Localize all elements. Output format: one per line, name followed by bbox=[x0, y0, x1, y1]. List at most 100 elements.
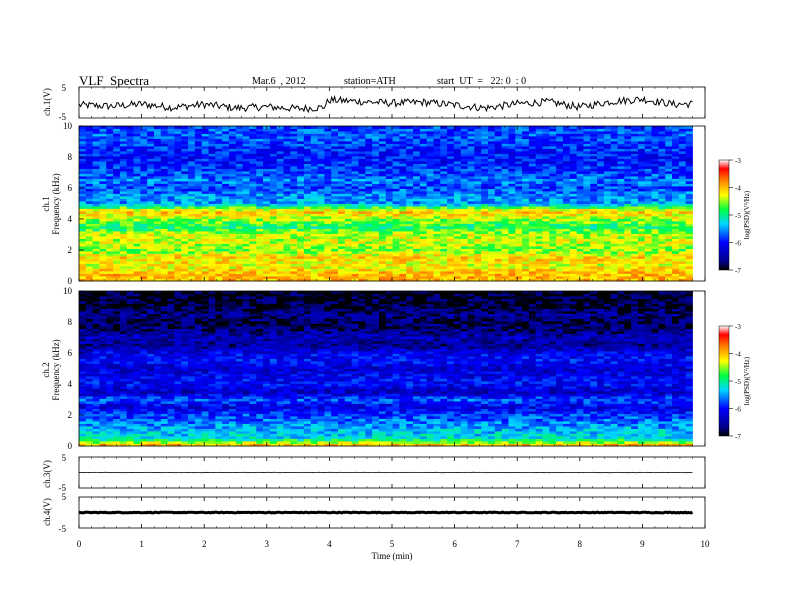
spectrogram-cell bbox=[113, 271, 121, 274]
spectrogram-cell bbox=[392, 156, 400, 159]
spectrogram-cell bbox=[406, 168, 414, 172]
spectrogram-cell bbox=[501, 186, 509, 189]
spectrogram-cell bbox=[249, 223, 257, 227]
spectrogram-cell bbox=[140, 196, 148, 199]
spectrogram-cell bbox=[167, 268, 175, 272]
spectrogram-cell bbox=[569, 173, 577, 177]
spectrogram-cell bbox=[126, 171, 134, 174]
spectrogram-cell bbox=[535, 276, 543, 279]
spectrogram-cell bbox=[610, 163, 618, 167]
spectrogram-cell bbox=[269, 246, 278, 249]
spectrogram-cell bbox=[79, 226, 87, 229]
spectrogram-cell bbox=[392, 226, 400, 229]
spectrogram-cell bbox=[188, 153, 196, 157]
spectrogram-cell bbox=[126, 153, 134, 157]
spectrogram-cell bbox=[317, 213, 325, 217]
spectrogram-cell bbox=[556, 143, 564, 147]
spectrogram-cell bbox=[119, 231, 128, 234]
spectrogram-cell bbox=[160, 261, 169, 264]
spectrogram-cell bbox=[474, 233, 482, 237]
spectrogram-cell bbox=[508, 273, 516, 277]
spectrogram-cell bbox=[228, 201, 237, 204]
spectrogram-cell bbox=[406, 231, 414, 234]
spectrogram-cell bbox=[249, 261, 257, 264]
spectrogram-cell bbox=[508, 266, 516, 269]
spectrogram-cell bbox=[678, 271, 687, 274]
spectrogram-cell bbox=[153, 178, 162, 182]
spectrogram-cell bbox=[399, 191, 407, 194]
spectrogram-cell bbox=[651, 278, 659, 282]
spectrogram-cell bbox=[365, 201, 373, 204]
ch1-ytick-top: 5 bbox=[62, 83, 67, 93]
spectrogram-cell bbox=[487, 221, 496, 224]
spectrogram-cell bbox=[665, 211, 673, 214]
spectrogram-cell bbox=[365, 263, 373, 267]
spectrogram-cell bbox=[106, 141, 114, 144]
spectrogram-cell bbox=[208, 276, 216, 279]
spectrogram-cell bbox=[181, 143, 189, 147]
spectrogram-cell bbox=[385, 243, 393, 247]
spectrogram-cell bbox=[297, 216, 305, 219]
spectrogram-cell bbox=[392, 223, 400, 227]
spectrogram-cell bbox=[317, 201, 325, 204]
spectrogram-cell bbox=[365, 218, 373, 222]
spectrogram-cell bbox=[419, 206, 428, 209]
spectrogram-cell bbox=[201, 148, 209, 152]
spectrogram-cell bbox=[522, 238, 530, 242]
spectrogram-cell bbox=[583, 211, 591, 214]
spectrogram-cell bbox=[535, 268, 543, 272]
spectrogram-cell bbox=[637, 246, 646, 249]
spectrogram-cell bbox=[249, 216, 257, 219]
spectrogram-cell bbox=[569, 276, 577, 279]
spectrogram-cell bbox=[426, 233, 434, 237]
spectrogram-cell bbox=[174, 178, 182, 182]
spectrogram-cell bbox=[610, 251, 618, 254]
spectrogram-cell bbox=[406, 178, 414, 182]
spectrogram-cell bbox=[126, 271, 134, 274]
spectrogram-cell bbox=[228, 158, 237, 162]
spectrogram-cell bbox=[92, 223, 100, 227]
spectrogram-cell bbox=[140, 201, 148, 204]
spectrogram-cell bbox=[624, 273, 632, 277]
spectrogram-cell bbox=[331, 206, 339, 209]
spectrogram-cell bbox=[665, 256, 673, 259]
spectrogram-cell bbox=[324, 251, 332, 254]
spectrogram-cell bbox=[542, 156, 550, 159]
spectrogram-cell bbox=[474, 236, 482, 239]
spectrogram-cell bbox=[413, 191, 421, 194]
spectrogram-cell bbox=[672, 221, 680, 224]
spectrogram-cell bbox=[399, 228, 407, 232]
spectrogram-cell bbox=[522, 196, 530, 199]
spectrogram-cell bbox=[372, 191, 380, 194]
spectrogram-cell bbox=[583, 236, 591, 239]
spectrogram-cell bbox=[399, 221, 407, 224]
spectrogram-cell bbox=[215, 268, 223, 272]
spectrogram-cell bbox=[303, 173, 312, 177]
spectrogram-cell bbox=[603, 276, 612, 279]
spectrogram-cell bbox=[147, 228, 155, 232]
spectrogram-cell bbox=[447, 261, 455, 264]
spectrogram-cell bbox=[494, 226, 503, 229]
spectrogram-cell bbox=[542, 196, 550, 199]
spectrogram-cell bbox=[460, 238, 468, 242]
spectrogram-cell bbox=[126, 253, 134, 257]
spectrogram-cell bbox=[228, 196, 237, 199]
spectrogram-cell bbox=[399, 251, 407, 254]
spectrogram-cell bbox=[399, 261, 407, 264]
spectrogram-cell bbox=[126, 268, 134, 272]
spectrogram-cell bbox=[222, 233, 230, 237]
spectrogram-cell bbox=[208, 266, 216, 269]
spectrogram-cell bbox=[358, 166, 366, 169]
spectrogram-cell bbox=[372, 266, 380, 269]
spectrogram-cell bbox=[501, 241, 509, 244]
spectrogram-cell bbox=[535, 181, 543, 184]
spectrogram-cell bbox=[372, 263, 380, 267]
spectrogram-cell bbox=[624, 181, 632, 184]
spectrogram-cell bbox=[106, 146, 114, 149]
spectrogram-cell bbox=[365, 213, 373, 217]
spectrogram-cell bbox=[556, 231, 564, 234]
spectrogram-cell bbox=[113, 208, 121, 212]
spectrogram-cell bbox=[290, 203, 298, 207]
spectrogram-cell bbox=[487, 236, 496, 239]
spectrogram-cell bbox=[672, 188, 680, 192]
